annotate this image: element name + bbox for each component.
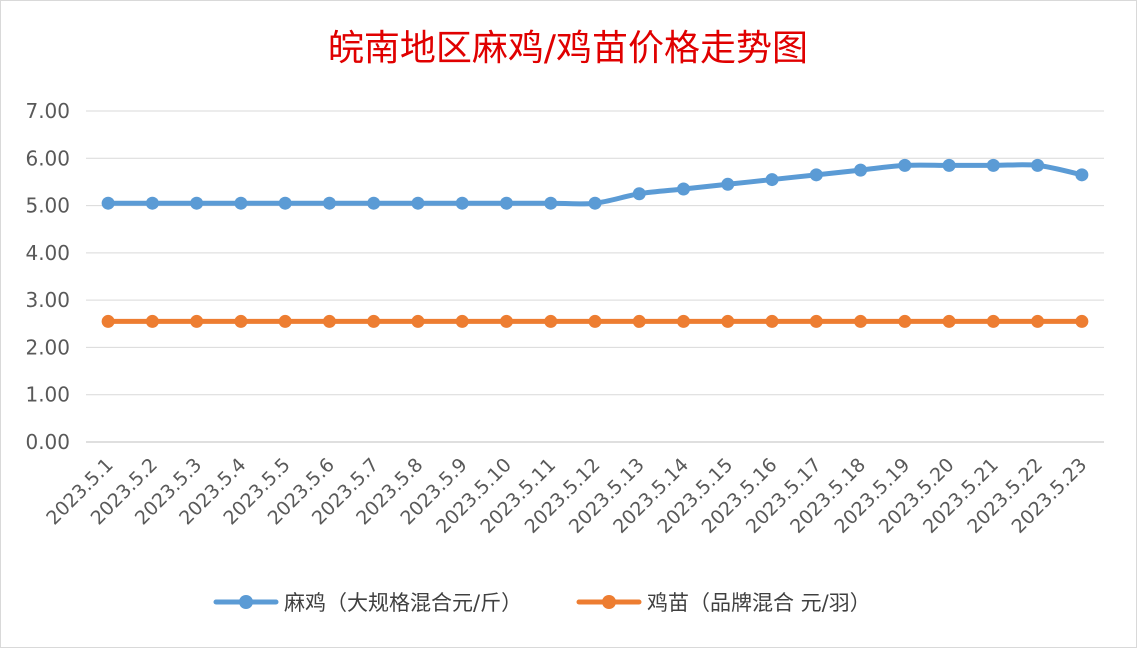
data-point — [986, 158, 1000, 172]
data-point — [677, 182, 691, 196]
legend-label: 麻鸡（大规格混合元/斤） — [284, 591, 522, 615]
data-point — [367, 314, 381, 328]
data-point — [986, 314, 1000, 328]
y-tick-label: 3.00 — [25, 288, 70, 312]
data-point — [1075, 314, 1089, 328]
data-point — [544, 314, 558, 328]
data-point — [854, 163, 868, 177]
legend-marker — [239, 595, 253, 609]
data-point — [854, 314, 868, 328]
data-point — [632, 314, 646, 328]
data-point — [942, 158, 956, 172]
y-tick-label: 1.00 — [25, 383, 70, 407]
data-point — [1031, 314, 1045, 328]
data-point — [765, 314, 779, 328]
data-point — [145, 196, 159, 210]
data-point — [190, 314, 204, 328]
data-point — [190, 196, 204, 210]
x-axis-ticks: 2023.5.12023.5.22023.5.32023.5.42023.5.5… — [42, 454, 1091, 538]
data-point — [898, 314, 912, 328]
legend-label: 鸡苗（品牌混合 元/羽） — [647, 591, 871, 615]
data-point — [278, 196, 292, 210]
data-point — [499, 314, 513, 328]
y-tick-label: 5.00 — [25, 194, 70, 218]
y-tick-label: 2.00 — [25, 335, 70, 359]
data-point — [898, 158, 912, 172]
data-point — [411, 196, 425, 210]
data-point — [367, 196, 381, 210]
legend-marker — [602, 595, 616, 609]
data-point — [721, 177, 735, 191]
data-point — [809, 168, 823, 182]
series-lines — [105, 162, 1085, 324]
y-axis-ticks: 0.00 1.00 2.00 3.00 4.00 5.00 6.00 7.00 — [25, 99, 70, 454]
data-point — [1031, 158, 1045, 172]
data-point — [588, 196, 602, 210]
y-tick-label: 6.00 — [25, 146, 70, 170]
y-tick-label: 7.00 — [25, 99, 70, 123]
y-tick-label: 0.00 — [25, 430, 70, 454]
legend: 麻鸡（大规格混合元/斤） 鸡苗（品牌混合 元/羽） — [213, 591, 871, 615]
chart-title: 皖南地区麻鸡/鸡苗价格走势图 — [328, 28, 808, 69]
data-point — [942, 314, 956, 328]
data-point — [809, 314, 823, 328]
data-point — [632, 187, 646, 201]
data-point — [145, 314, 159, 328]
data-point — [721, 314, 735, 328]
data-point — [544, 196, 558, 210]
data-point — [588, 314, 602, 328]
data-point — [101, 196, 115, 210]
data-point — [101, 314, 115, 328]
data-point — [322, 314, 336, 328]
data-point — [455, 196, 469, 210]
data-point — [234, 196, 248, 210]
data-point — [234, 314, 248, 328]
data-point — [499, 196, 513, 210]
data-point — [1075, 168, 1089, 182]
y-tick-label: 4.00 — [25, 241, 70, 265]
data-point — [411, 314, 425, 328]
data-point — [677, 314, 691, 328]
data-point — [322, 196, 336, 210]
data-point — [278, 314, 292, 328]
data-point — [455, 314, 469, 328]
series-points — [101, 158, 1089, 328]
data-point — [765, 173, 779, 187]
